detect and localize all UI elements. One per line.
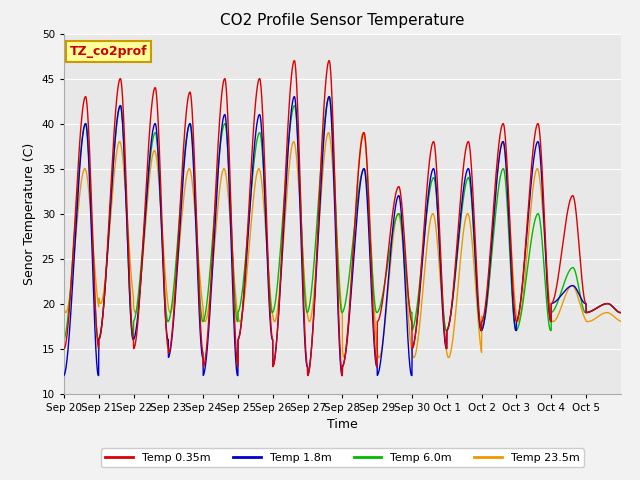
X-axis label: Time: Time (327, 418, 358, 431)
Temp 6.0m (414, 296, 422, 301)
Temp 1.8m (463, 167, 471, 173)
Temp 6.0m (617, 310, 625, 315)
Temp 6.0m (532, 214, 540, 219)
Temp 23.5m (174, 257, 182, 263)
Temp 1.8m (499, 139, 506, 145)
Text: TZ_co2prof: TZ_co2prof (70, 45, 147, 58)
Line: Temp 23.5m: Temp 23.5m (64, 132, 621, 358)
Temp 0.35m (304, 372, 312, 378)
Temp 0.35m (60, 346, 68, 351)
Legend: Temp 0.35m, Temp 1.8m, Temp 6.0m, Temp 23.5m: Temp 0.35m, Temp 1.8m, Temp 6.0m, Temp 2… (101, 448, 584, 467)
Temp 1.8m (532, 143, 540, 148)
Temp 23.5m (463, 211, 471, 217)
Temp 1.8m (611, 306, 619, 312)
Temp 23.5m (532, 168, 540, 173)
Temp 6.0m (95, 336, 102, 342)
Temp 6.0m (611, 306, 619, 312)
Temp 23.5m (611, 314, 619, 320)
Temp 0.35m (174, 241, 182, 247)
Temp 1.8m (95, 372, 102, 378)
Temp 0.35m (611, 306, 619, 312)
Temp 1.8m (174, 251, 182, 257)
Temp 6.0m (463, 177, 471, 182)
Temp 0.35m (499, 121, 506, 127)
Temp 23.5m (617, 318, 625, 324)
Y-axis label: Senor Temperature (C): Senor Temperature (C) (23, 143, 36, 285)
Line: Temp 0.35m: Temp 0.35m (64, 60, 621, 375)
Temp 1.8m (414, 309, 422, 315)
Temp 0.35m (532, 125, 540, 131)
Temp 0.35m (414, 306, 422, 312)
Temp 23.5m (359, 130, 367, 135)
Temp 6.0m (499, 166, 506, 172)
Temp 0.35m (325, 58, 333, 63)
Temp 6.0m (60, 336, 68, 342)
Title: CO2 Profile Sensor Temperature: CO2 Profile Sensor Temperature (220, 13, 465, 28)
Line: Temp 1.8m: Temp 1.8m (64, 96, 621, 375)
Temp 1.8m (325, 94, 333, 99)
Temp 6.0m (174, 231, 182, 237)
Temp 23.5m (60, 305, 68, 311)
Temp 1.8m (60, 372, 68, 378)
Temp 23.5m (445, 355, 452, 360)
Temp 1.8m (617, 310, 625, 315)
Temp 23.5m (499, 139, 506, 144)
Temp 6.0m (325, 94, 333, 99)
Temp 0.35m (463, 141, 471, 146)
Temp 0.35m (617, 310, 625, 315)
Line: Temp 6.0m: Temp 6.0m (64, 96, 621, 339)
Temp 23.5m (414, 337, 422, 343)
